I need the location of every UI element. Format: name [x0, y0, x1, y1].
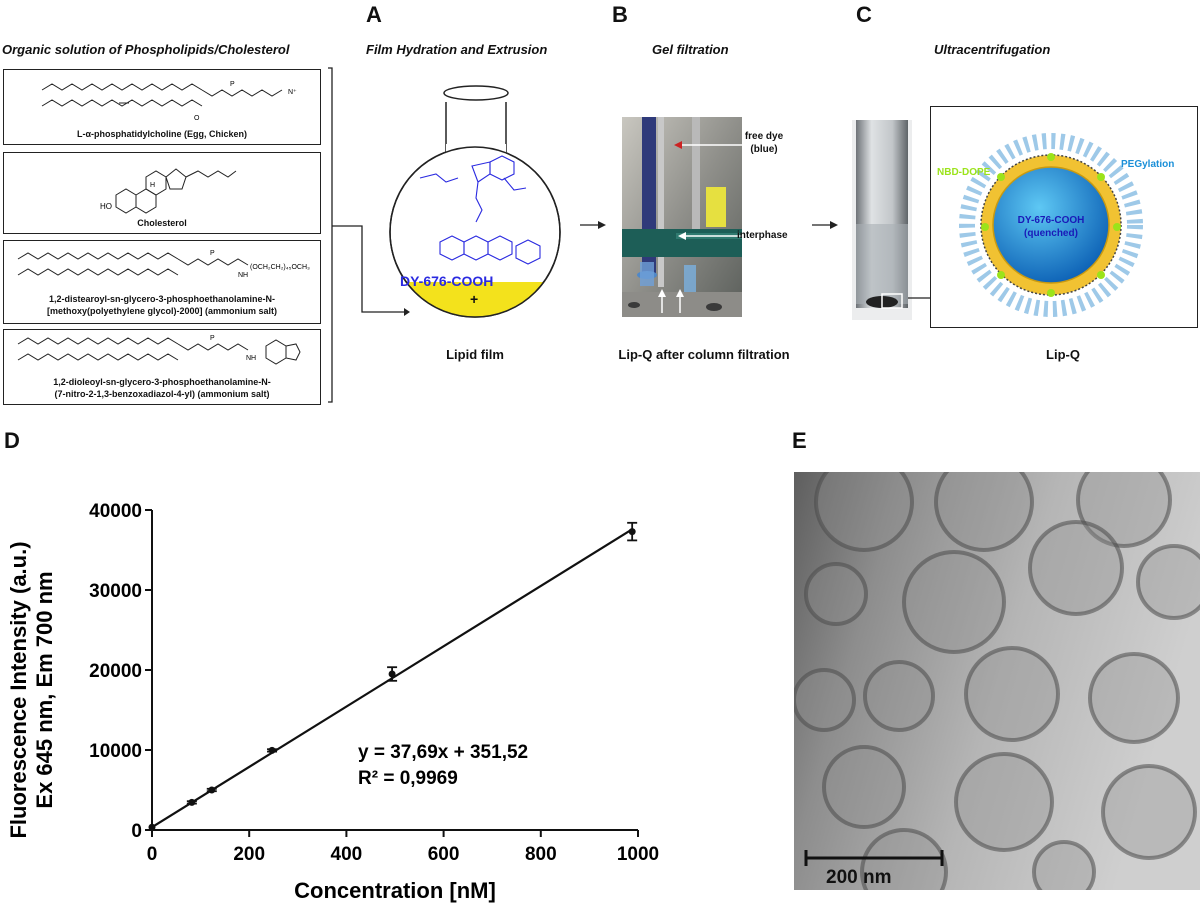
free-dye-label-line1: free dye [744, 131, 784, 142]
panel-b-caption: Lip-Q after column filtration [618, 347, 790, 362]
dspe-peg-label-line1: 1,2-distearoyl-sn-glycero-3-phosphoethan… [48, 294, 276, 304]
y-tick-label: 30000 [89, 581, 142, 602]
nbd-nh-text: NH [246, 355, 256, 362]
panel-c-letter: C [856, 2, 872, 27]
ultracentrifuge-tube-photo [852, 120, 912, 320]
panel-d-letter: D [4, 428, 20, 453]
scale-bar-label: 200 nm [826, 867, 891, 888]
liposome-diagram: NBD-DOPE PEGylation DY-676-COOH (quenche… [937, 133, 1174, 317]
panel-e-letter: E [792, 428, 807, 453]
y-tick-label: 0 [131, 821, 142, 842]
x-tick-label: 800 [525, 844, 557, 865]
panel-b-title: Gel filtration [652, 42, 729, 57]
data-point [208, 786, 216, 794]
arrow-a-to-b [580, 221, 606, 229]
nbd-dope-label-line2: (7-nitro-2-1,3-benzoxadiazol-4-yl) (ammo… [54, 389, 270, 399]
core-label-line1: DY-676-COOH [1018, 215, 1085, 226]
phosphatidylcholine-structure: P N⁺ O [41, 81, 297, 122]
organic-solution-title: Organic solution of Phospholipids/Choles… [2, 42, 290, 57]
r-squared: R² = 0,9969 [358, 768, 458, 789]
cholesterol-h-text: H [150, 182, 155, 189]
arrow-b-to-c [812, 221, 838, 229]
molecule-box-dspe-peg: P NH (OCH₂CH₂)₄₅OCH₃ 1,2-distearoyl-sn-g… [3, 240, 321, 324]
dspe-peg-text: (OCH₂CH₂)₄₅OCH₃ [250, 264, 310, 271]
peg-brush-layer [959, 133, 1143, 317]
y-tick-label: 40000 [89, 501, 142, 522]
dspe-peg-structure: P NH (OCH₂CH₂)₄₅OCH₃ [17, 250, 310, 279]
cholesterol-structure: HO H [100, 168, 237, 214]
cholesterol-ho-text: HO [100, 202, 112, 211]
nbd-dope-label: 1,2-dioleoyl-sn-glycero-3-phosphoethanol… [4, 376, 320, 400]
data-point [388, 670, 396, 678]
dspe-peg-label-line2: [methoxy(polyethylene glycol)-2000] (amm… [46, 306, 278, 316]
tube-to-liposome-connector [908, 297, 930, 299]
data-point [148, 823, 156, 831]
lipid-film-caption: Lipid film [446, 347, 504, 362]
panel-c-title: Ultracentrifugation [934, 42, 1051, 57]
fit-equation: y = 37,69x + 351,52 [358, 742, 528, 763]
panel-a-title: Film Hydration and Extrusion [366, 42, 548, 57]
svg-text:P: P [230, 81, 235, 88]
molecule-box-cholesterol: HO H Cholesterol [3, 152, 321, 234]
x-tick-label: 0 [147, 844, 158, 865]
nbd-dots [981, 153, 1121, 297]
svg-text:P: P [210, 335, 215, 342]
dye-structure [419, 155, 541, 265]
flask-illustration: DY-676-COOH + [389, 85, 561, 318]
core-label-line2: (quenched) [1024, 228, 1078, 239]
panel-b-letter: B [612, 2, 628, 27]
vesicles [794, 472, 1200, 890]
dspe-nh-text: NH [238, 272, 248, 279]
y-tick-label: 10000 [89, 741, 142, 762]
cholesterol-label: Cholesterol [137, 218, 187, 228]
molecule-box-nbd-dope: P NH 1,2-dioleoyl-sn-glycero-3-phosphoet… [3, 329, 321, 405]
liposome-core [992, 166, 1110, 284]
cryo-tem-image: 200 nm [794, 472, 1200, 890]
pegylation-label: PEGylation [1121, 159, 1174, 170]
panel-a-letter: A [366, 2, 382, 27]
liposome-diagram-box: NBD-DOPE PEGylation DY-676-COOH (quenche… [930, 106, 1198, 328]
x-axis-label: Concentration [nM] [294, 878, 496, 903]
data-point [268, 746, 276, 754]
dspe-peg-label: 1,2-distearoyl-sn-glycero-3-phosphoethan… [4, 293, 320, 317]
calibration-chart: 0 200 400 600 800 1000010000200003000040000Co… [6, 501, 659, 903]
molecule-box-phosphatidylcholine: P N⁺ O L-α-phosphatidylcholine (Egg, Chi… [3, 69, 321, 145]
interphase-label: interphase [737, 230, 788, 241]
gel-filtration-photo [622, 117, 742, 317]
nbd-dope-structure: P NH [17, 335, 301, 365]
phosphatidylcholine-label: L-α-phosphatidylcholine (Egg, Chicken) [76, 129, 248, 139]
dye-label: DY-676-COOH [400, 273, 493, 289]
data-point [628, 528, 636, 536]
svg-text:P: P [210, 250, 215, 257]
y-axis-label-line1: Fluorescence Intensity (a.u.) [6, 541, 31, 838]
free-dye-label: free dye (blue) [738, 130, 790, 156]
nbd-dope-diagram-label: NBD-DOPE [937, 167, 991, 178]
svg-text:O: O [194, 115, 200, 122]
data-point [188, 798, 196, 806]
svg-text:N⁺: N⁺ [288, 89, 297, 96]
y-axis-label-line2: Ex 645 nm, Em 700 nm [32, 571, 57, 808]
y-tick-label: 20000 [89, 661, 142, 682]
free-dye-label-line2: (blue) [750, 144, 778, 155]
panel-c-caption: Lip-Q [1046, 347, 1080, 362]
x-tick-label: 600 [428, 844, 460, 865]
x-tick-label: 1000 [617, 844, 659, 865]
bracket-arrow [328, 67, 410, 403]
nbd-dope-label-line1: 1,2-dioleoyl-sn-glycero-3-phosphoethanol… [53, 377, 271, 387]
plus-sign: + [470, 291, 478, 307]
x-tick-label: 200 [233, 844, 265, 865]
x-tick-label: 400 [331, 844, 363, 865]
